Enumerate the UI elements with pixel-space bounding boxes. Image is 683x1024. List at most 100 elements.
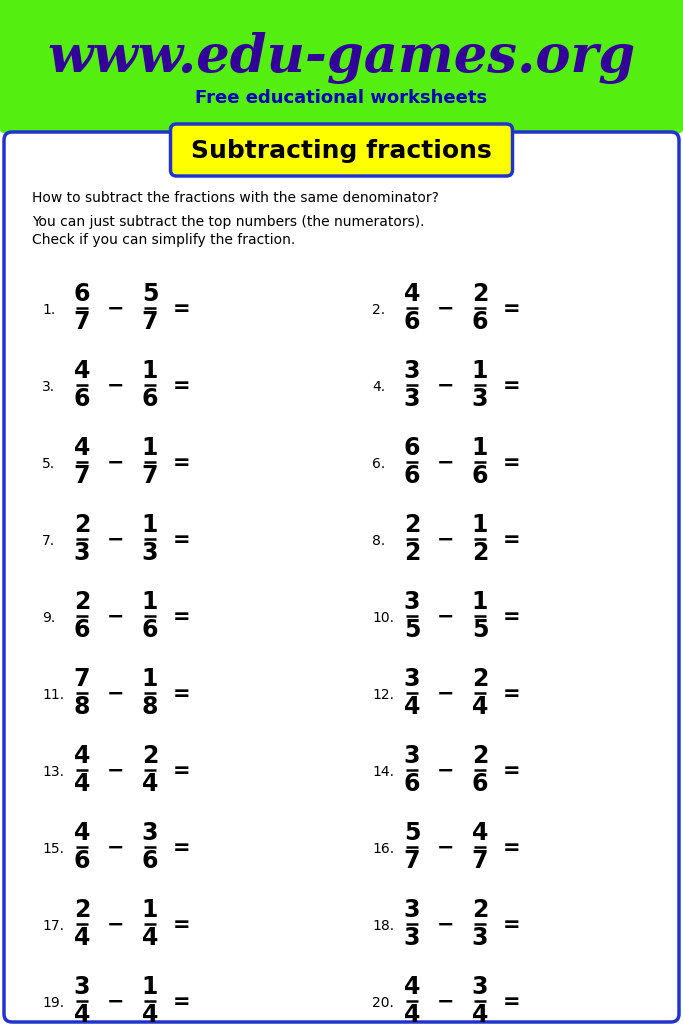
Text: 5: 5: [472, 618, 488, 642]
Text: 4: 4: [74, 744, 90, 768]
Text: 1: 1: [142, 359, 158, 383]
Text: 15.: 15.: [42, 842, 64, 856]
Text: 3: 3: [472, 926, 488, 950]
Text: 5: 5: [404, 618, 420, 642]
Text: 1: 1: [142, 667, 158, 691]
Text: 2: 2: [74, 590, 90, 614]
Text: =: =: [503, 838, 521, 858]
Text: 5: 5: [404, 821, 420, 845]
Text: 3: 3: [404, 387, 420, 411]
Text: =: =: [503, 376, 521, 396]
Text: 2: 2: [142, 744, 158, 768]
Text: 2: 2: [74, 513, 90, 537]
Text: 7: 7: [74, 464, 90, 488]
Text: 9.: 9.: [42, 611, 55, 625]
Text: 3: 3: [404, 359, 420, 383]
Text: 3: 3: [404, 590, 420, 614]
Text: 7: 7: [74, 310, 90, 334]
Text: Check if you can simplify the fraction.: Check if you can simplify the fraction.: [32, 233, 295, 247]
Text: 3: 3: [404, 744, 420, 768]
Text: 6: 6: [74, 387, 90, 411]
Text: =: =: [173, 376, 191, 396]
FancyBboxPatch shape: [0, 0, 683, 134]
Text: 2: 2: [404, 513, 420, 537]
Text: =: =: [173, 453, 191, 473]
Text: 6: 6: [404, 772, 420, 796]
Text: 2: 2: [472, 667, 488, 691]
Text: =: =: [503, 992, 521, 1012]
Text: =: =: [503, 530, 521, 550]
Text: =: =: [173, 684, 191, 705]
Text: −: −: [437, 453, 455, 473]
Text: 3: 3: [404, 667, 420, 691]
Text: You can just subtract the top numbers (the numerators).: You can just subtract the top numbers (t…: [32, 215, 425, 229]
Text: 12.: 12.: [372, 688, 394, 702]
Text: =: =: [173, 530, 191, 550]
Text: −: −: [437, 299, 455, 319]
Text: 4: 4: [74, 926, 90, 950]
Text: −: −: [107, 992, 125, 1012]
Text: 4: 4: [404, 975, 420, 999]
Text: 7: 7: [142, 310, 158, 334]
Text: 6: 6: [74, 282, 90, 306]
Text: 11.: 11.: [42, 688, 64, 702]
Text: 4: 4: [74, 359, 90, 383]
Text: 3: 3: [404, 926, 420, 950]
Text: 6: 6: [404, 436, 420, 460]
Text: =: =: [173, 915, 191, 935]
Text: 2: 2: [74, 898, 90, 922]
Text: =: =: [173, 761, 191, 781]
Text: 6: 6: [74, 618, 90, 642]
Text: Free educational worksheets: Free educational worksheets: [195, 89, 487, 106]
Text: =: =: [503, 915, 521, 935]
Text: 7: 7: [472, 849, 488, 873]
Text: 1: 1: [472, 359, 488, 383]
Text: −: −: [437, 915, 455, 935]
Text: 6: 6: [472, 464, 488, 488]
Text: 4: 4: [404, 1002, 420, 1024]
Text: −: −: [437, 761, 455, 781]
FancyBboxPatch shape: [171, 124, 512, 176]
Text: =: =: [173, 838, 191, 858]
Text: −: −: [107, 838, 125, 858]
Text: 18.: 18.: [372, 919, 394, 933]
Text: =: =: [503, 684, 521, 705]
Text: −: −: [107, 299, 125, 319]
Text: 1: 1: [142, 898, 158, 922]
Text: 3: 3: [142, 541, 158, 565]
Text: 13.: 13.: [42, 765, 64, 779]
Text: 4: 4: [472, 695, 488, 719]
Text: 6: 6: [142, 618, 158, 642]
Text: −: −: [437, 376, 455, 396]
Text: www.edu-games.org: www.edu-games.org: [47, 32, 635, 84]
Text: 2: 2: [404, 541, 420, 565]
Text: −: −: [437, 838, 455, 858]
Text: 2: 2: [472, 541, 488, 565]
Text: 2.: 2.: [372, 303, 385, 317]
Text: 3: 3: [74, 541, 90, 565]
Text: −: −: [107, 761, 125, 781]
Text: −: −: [437, 530, 455, 550]
Text: 4: 4: [142, 772, 158, 796]
Text: 1.: 1.: [42, 303, 55, 317]
Text: 19.: 19.: [42, 996, 64, 1010]
Text: How to subtract the fractions with the same denominator?: How to subtract the fractions with the s…: [32, 191, 439, 205]
Text: =: =: [173, 992, 191, 1012]
Text: 4: 4: [74, 821, 90, 845]
Text: 8.: 8.: [372, 534, 385, 548]
Text: =: =: [173, 607, 191, 627]
Text: =: =: [503, 299, 521, 319]
Text: 2: 2: [472, 898, 488, 922]
Text: −: −: [107, 376, 125, 396]
Text: 1: 1: [472, 513, 488, 537]
Text: −: −: [107, 915, 125, 935]
Text: 4: 4: [74, 772, 90, 796]
Text: 14.: 14.: [372, 765, 394, 779]
Text: 1: 1: [142, 436, 158, 460]
Text: 4: 4: [472, 1002, 488, 1024]
Text: 20.: 20.: [372, 996, 394, 1010]
FancyBboxPatch shape: [4, 132, 679, 1022]
Text: 3: 3: [142, 821, 158, 845]
Text: 1: 1: [142, 590, 158, 614]
Text: 17.: 17.: [42, 919, 64, 933]
